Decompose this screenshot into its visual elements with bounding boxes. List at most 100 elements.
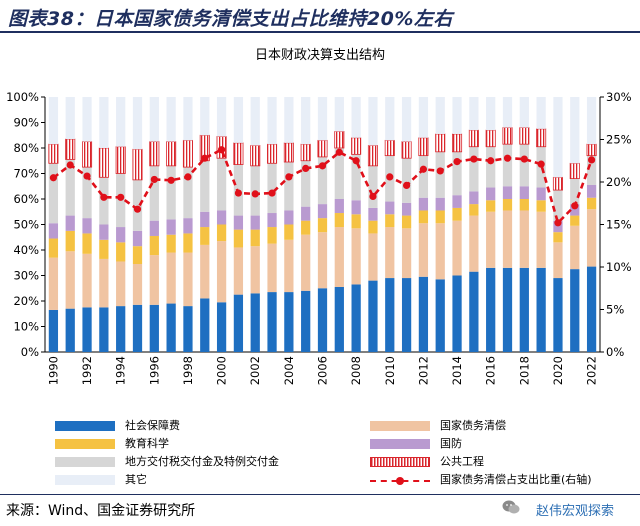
- bar-segment-other: [216, 97, 227, 137]
- bar-segment-debt-service: [385, 227, 395, 279]
- bar-segment-debt-service: [166, 252, 176, 304]
- bar-segment-education: [65, 230, 75, 252]
- bar-segment-debt-service: [267, 243, 277, 293]
- bar-segment-debt-service: [149, 255, 159, 305]
- bar-segment-public-works: [182, 139, 193, 168]
- bar-segment-defense: [553, 220, 563, 233]
- y-tick-label-left: 100%: [6, 90, 39, 104]
- bar-segment-other: [132, 97, 143, 150]
- debt-ratio-point: [520, 155, 528, 163]
- bar-segment-education: [486, 200, 496, 212]
- bar-segment-public-works: [317, 139, 328, 158]
- figure-title: 图表38：日本国家债务清偿支出占比维持20%左右: [8, 8, 453, 30]
- debt-ratio-point: [268, 189, 276, 197]
- bar-segment-defense: [586, 184, 597, 198]
- bar-segment-defense: [267, 213, 277, 228]
- bar-segment-debt-service: [334, 227, 344, 287]
- x-tick-label: 2002: [248, 356, 262, 385]
- bar-segment-other: [519, 97, 529, 128]
- debt-ratio-point: [419, 165, 428, 173]
- bar-segment-education: [418, 210, 429, 224]
- footer-rule: [0, 494, 640, 495]
- bar-segment-local-transfer: [183, 167, 193, 219]
- y-tick-label-left: 30%: [13, 269, 39, 283]
- x-tick-label: 2004: [282, 356, 296, 385]
- bar-segment-other: [166, 97, 176, 142]
- bar-segment-public-works: [384, 139, 395, 157]
- bar-segment-defense: [116, 227, 126, 243]
- bar-segment-social-security: [116, 306, 126, 352]
- bar-segment-education: [216, 224, 227, 242]
- bar-segment-social-security: [82, 307, 92, 352]
- debt-ratio-point: [436, 167, 444, 175]
- bar-segment-education: [284, 224, 294, 240]
- bar-segment-public-works: [452, 133, 463, 153]
- bar-segment-education: [233, 229, 244, 248]
- bar-segment-defense: [334, 199, 344, 214]
- bar-segment-public-works: [115, 146, 126, 174]
- bar-segment-social-security: [586, 266, 597, 352]
- bar-segment-debt-service: [452, 220, 462, 276]
- bar-segment-other: [385, 97, 395, 141]
- bar-segment-social-security: [65, 308, 75, 352]
- bar-segment-debt-service: [553, 242, 563, 279]
- y-tick-label-right: 20%: [606, 175, 632, 189]
- bar-segment-social-security: [570, 269, 580, 352]
- y-tick-label-left: 10%: [13, 320, 39, 334]
- bar-segment-education: [82, 233, 92, 254]
- bar-segment-other: [469, 97, 479, 131]
- bar-segment-local-transfer: [502, 144, 513, 187]
- y-tick-label-left: 20%: [13, 294, 39, 308]
- bar-segment-other: [351, 97, 361, 138]
- bar-segment-other: [486, 97, 496, 131]
- bar-segment-defense: [502, 186, 513, 199]
- bar-segment-defense: [48, 223, 59, 239]
- bar-segment-defense: [183, 218, 193, 234]
- bar-segment-other: [301, 97, 311, 145]
- debt-ratio-point: [83, 172, 91, 180]
- bar-segment-public-works: [569, 162, 580, 180]
- bar-segment-debt-service: [570, 225, 580, 270]
- debt-ratio-point: [554, 219, 562, 227]
- bar-segment-other: [65, 97, 75, 140]
- bar-segment-defense: [82, 218, 92, 234]
- debt-ratio-point: [150, 175, 158, 184]
- bar-segment-education: [301, 220, 311, 235]
- bar-segment-defense: [301, 206, 311, 221]
- x-tick-label: 1998: [181, 356, 195, 385]
- bar-segment-social-security: [301, 290, 311, 352]
- y-tick-label-left: 70%: [13, 167, 39, 181]
- bar-segment-public-works: [149, 141, 160, 167]
- bar-segment-local-transfer: [401, 158, 412, 203]
- bar-segment-social-security: [385, 278, 395, 352]
- bar-segment-education: [469, 204, 479, 216]
- bar-segment-defense: [284, 210, 294, 225]
- bar-segment-social-security: [368, 280, 378, 352]
- y-tick-label-right: 15%: [606, 218, 632, 232]
- bar-segment-public-works: [536, 128, 547, 148]
- bar-segment-education: [452, 207, 462, 221]
- bar-segment-other: [233, 97, 244, 143]
- bar-segment-social-security: [317, 288, 328, 352]
- bar-segment-defense: [469, 191, 479, 205]
- debt-ratio-point: [386, 173, 394, 181]
- bar-segment-social-security: [166, 303, 176, 352]
- debt-ratio-point: [487, 157, 495, 165]
- bar-segment-defense: [385, 201, 395, 215]
- bar-segment-education: [116, 242, 126, 262]
- bar-segment-debt-service: [183, 252, 193, 307]
- bar-segment-local-transfer: [351, 154, 361, 201]
- bar-segment-education: [334, 213, 344, 228]
- bar-segment-local-transfer: [452, 151, 462, 196]
- debt-ratio-point: [537, 160, 545, 168]
- bar-segment-education: [149, 235, 159, 256]
- bar-segment-debt-service: [435, 223, 445, 280]
- bar-segment-other: [401, 97, 412, 142]
- x-tick-label: 2016: [484, 356, 498, 385]
- debt-ratio-point: [470, 155, 478, 163]
- debt-ratio-point: [503, 154, 512, 162]
- bar-segment-debt-service: [317, 232, 328, 289]
- bar-segment-defense: [233, 215, 244, 230]
- bar-segment-public-works: [267, 143, 278, 164]
- x-tick-label: 2012: [416, 356, 430, 385]
